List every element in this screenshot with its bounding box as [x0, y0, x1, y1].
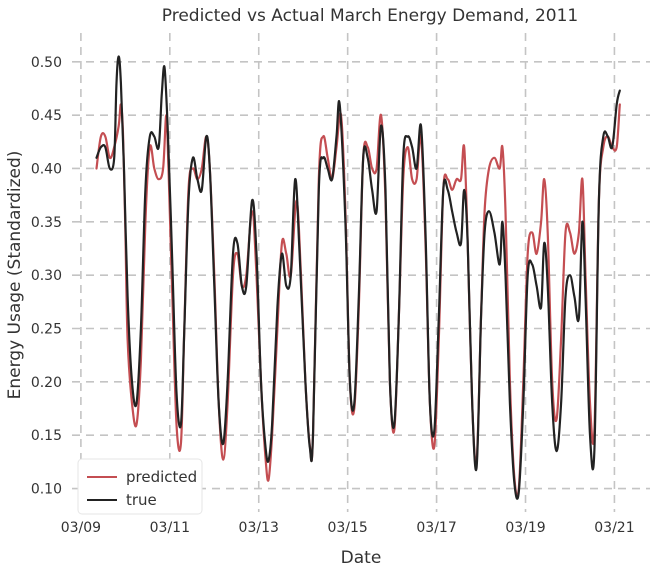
- x-tick-label: 03/13: [239, 520, 279, 536]
- x-tick-labels: 03/09 03/11 03/13 03/15 03/17 03/19 03/21: [61, 520, 635, 536]
- x-tick-label: 03/15: [327, 520, 367, 536]
- y-tick-label: 0.30: [31, 268, 62, 284]
- y-tick-label: 0.15: [31, 428, 62, 444]
- legend-label-true: true: [126, 491, 157, 509]
- y-tick-label: 0.20: [31, 375, 62, 391]
- x-tick-label: 03/21: [594, 520, 634, 536]
- x-tick-label: 03/17: [416, 520, 456, 536]
- series-line-true: [95, 55, 621, 500]
- y-tick-label: 0.45: [31, 108, 62, 124]
- legend: predicted true: [77, 458, 203, 515]
- y-tick-label: 0.35: [31, 215, 62, 231]
- chart-title: Predicted vs Actual March Energy Demand,…: [162, 6, 579, 26]
- legend-label-predicted: predicted: [126, 468, 197, 486]
- x-tick-label: 03/09: [61, 520, 101, 536]
- x-axis-title: Date: [341, 548, 382, 568]
- x-tick-label: 03/19: [505, 520, 545, 536]
- y-tick-labels: 0.10 0.15 0.20 0.25 0.30 0.35 0.40 0.45 0.50: [31, 55, 62, 498]
- y-axis-title: Energy Usage (Standardized): [5, 151, 25, 400]
- series-lines: [95, 55, 621, 500]
- y-tick-label: 0.10: [31, 482, 62, 498]
- y-tick-label: 0.50: [31, 55, 62, 71]
- y-tick-label: 0.25: [31, 322, 62, 338]
- y-tick-label: 0.40: [31, 161, 62, 177]
- x-tick-label: 03/11: [150, 520, 190, 536]
